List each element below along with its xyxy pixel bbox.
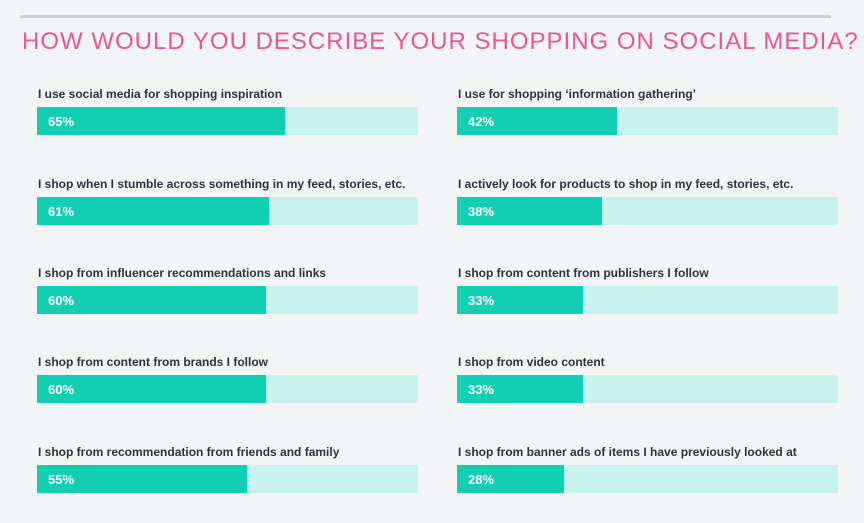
bar-value-label: 60% xyxy=(48,382,75,397)
bar-track: 28% xyxy=(457,465,838,493)
bar-fill xyxy=(457,286,583,314)
bar-fill xyxy=(37,375,266,403)
bar-category-label: I shop from banner ads of items I have p… xyxy=(458,445,797,459)
bar-fill xyxy=(37,197,270,225)
bar-item: I actively look for products to shop in … xyxy=(457,177,838,237)
bar-track: 61% xyxy=(37,197,418,225)
bar-category-label: I shop from video content xyxy=(458,355,605,369)
bar-category-label: I use for shopping ‘information gatherin… xyxy=(458,87,696,101)
bar-track: 33% xyxy=(457,375,838,403)
bar-value-label: 42% xyxy=(468,114,495,129)
bar-track: 38% xyxy=(457,197,838,225)
bar-fill xyxy=(37,465,247,493)
bar-track: 33% xyxy=(457,286,838,314)
bar-track: 65% xyxy=(37,107,418,135)
bar-track: 42% xyxy=(457,107,838,135)
bar-value-label: 60% xyxy=(48,293,75,308)
bar-category-label: I shop from recommendation from friends … xyxy=(38,445,340,459)
bar-track: 60% xyxy=(37,286,418,314)
bar-fill xyxy=(37,286,266,314)
bar-item: I use social media for shopping inspirat… xyxy=(37,87,418,147)
bar-item: I shop from content from brands I follow… xyxy=(37,355,418,415)
bar-track: 55% xyxy=(37,465,418,493)
bar-fill xyxy=(457,197,602,225)
bar-track: 60% xyxy=(37,375,418,403)
bar-value-label: 38% xyxy=(468,204,495,219)
bar-fill xyxy=(457,375,583,403)
bar-value-label: 33% xyxy=(468,293,495,308)
bar-item: I shop from content from publishers I fo… xyxy=(457,266,838,326)
bar-item: I shop from video content 33% xyxy=(457,355,838,415)
bar-category-label: I actively look for products to shop in … xyxy=(458,177,794,191)
bar-fill xyxy=(37,107,285,135)
bar-fill xyxy=(457,107,618,135)
bar-value-label: 28% xyxy=(468,472,495,487)
bar-item: I shop from banner ads of items I have p… xyxy=(457,445,838,505)
bar-item: I use for shopping ‘information gatherin… xyxy=(457,87,838,147)
chart-title: HOW WOULD YOU DESCRIBE YOUR SHOPPING ON … xyxy=(22,28,859,55)
bar-category-label: I shop from influencer recommendations a… xyxy=(38,266,327,280)
bar-item: I shop when I stumble across something i… xyxy=(37,177,418,237)
bar-item: I shop from influencer recommendations a… xyxy=(37,266,418,326)
bar-item: I shop from recommendation from friends … xyxy=(37,445,418,505)
bar-category-label: I shop when I stumble across something i… xyxy=(38,177,406,191)
bar-category-label: I shop from content from publishers I fo… xyxy=(458,266,709,280)
bar-fill xyxy=(457,465,564,493)
bar-value-label: 61% xyxy=(48,204,75,219)
bar-value-label: 33% xyxy=(468,382,495,397)
bar-value-label: 55% xyxy=(48,472,75,487)
bar-value-label: 65% xyxy=(48,114,75,129)
bar-category-label: I use social media for shopping inspirat… xyxy=(38,87,283,101)
top-divider xyxy=(20,15,831,18)
bar-category-label: I shop from content from brands I follow xyxy=(38,355,268,369)
